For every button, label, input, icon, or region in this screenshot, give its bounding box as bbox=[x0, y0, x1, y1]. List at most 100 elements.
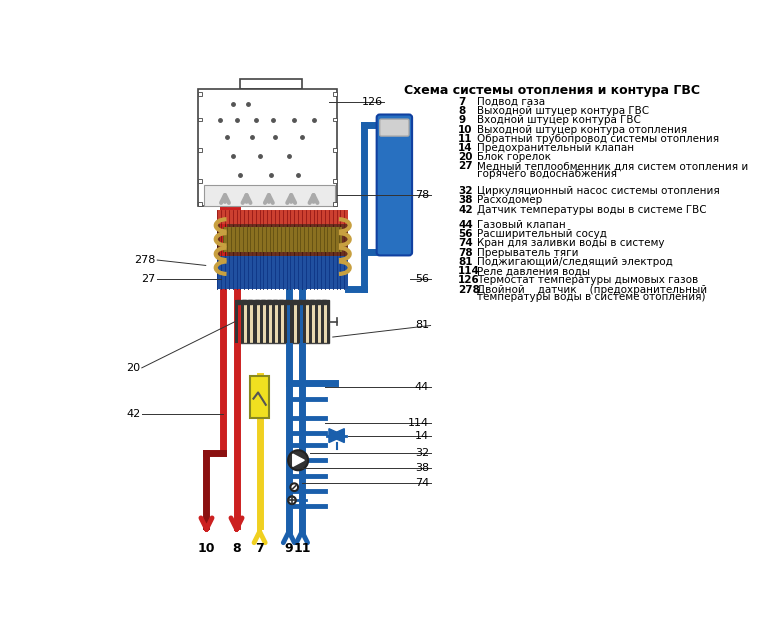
Bar bbox=[333, 203, 336, 206]
Text: 74: 74 bbox=[415, 478, 429, 488]
Text: 9: 9 bbox=[458, 115, 465, 125]
Bar bbox=[333, 118, 336, 122]
Text: 114: 114 bbox=[458, 266, 480, 277]
Text: Датчик температуры воды в системе ГВС: Датчик температуры воды в системе ГВС bbox=[477, 204, 707, 214]
Bar bbox=[253, 300, 257, 343]
Text: Медный теплообменник для систем отопления и: Медный теплообменник для систем отоплени… bbox=[477, 162, 748, 171]
Text: Выходной штуцер контура ГВС: Выходной штуцер контура ГВС bbox=[477, 106, 649, 116]
Text: Циркуляционный насос системы отопления: Циркуляционный насос системы отопления bbox=[477, 186, 720, 196]
Text: 14: 14 bbox=[458, 143, 473, 153]
Text: горячего водоснабжения: горячего водоснабжения bbox=[477, 169, 617, 179]
Text: 114: 114 bbox=[408, 418, 429, 428]
Text: 42: 42 bbox=[458, 204, 473, 214]
Bar bbox=[198, 149, 202, 152]
Bar bbox=[241, 300, 244, 343]
Text: Расширительный сосуд: Расширительный сосуд bbox=[477, 229, 607, 240]
Polygon shape bbox=[329, 429, 344, 443]
Bar bbox=[198, 89, 336, 206]
Text: 44: 44 bbox=[415, 382, 429, 392]
Text: 126: 126 bbox=[458, 275, 480, 285]
Bar bbox=[321, 300, 324, 343]
Bar bbox=[235, 300, 329, 343]
Circle shape bbox=[290, 483, 298, 491]
Bar bbox=[272, 300, 275, 343]
Bar bbox=[278, 300, 281, 343]
FancyBboxPatch shape bbox=[376, 115, 412, 255]
Text: Газовый клапан: Газовый клапан bbox=[477, 220, 565, 230]
Text: 78: 78 bbox=[458, 248, 473, 258]
Text: 78: 78 bbox=[415, 189, 429, 199]
Text: 27: 27 bbox=[141, 274, 156, 284]
Bar bbox=[303, 300, 306, 343]
Text: 9: 9 bbox=[285, 542, 293, 556]
Polygon shape bbox=[329, 429, 344, 443]
Bar bbox=[266, 300, 269, 343]
Text: 278: 278 bbox=[134, 255, 156, 265]
Text: 38: 38 bbox=[458, 196, 473, 206]
Text: температуры воды в системе отопления): температуры воды в системе отопления) bbox=[477, 292, 705, 302]
Text: 8: 8 bbox=[458, 106, 465, 116]
Text: 8: 8 bbox=[232, 542, 241, 556]
Circle shape bbox=[288, 450, 308, 470]
Text: 10: 10 bbox=[458, 125, 473, 135]
Text: 20: 20 bbox=[126, 363, 141, 373]
Bar bbox=[296, 300, 300, 343]
Polygon shape bbox=[293, 454, 304, 466]
Text: Прерыватель тяги: Прерыватель тяги bbox=[477, 248, 578, 258]
Bar bbox=[333, 92, 336, 96]
Text: Входной штуцер контура ГВС: Входной штуцер контура ГВС bbox=[477, 115, 641, 125]
Text: 81: 81 bbox=[415, 320, 429, 330]
Text: Подвод газа: Подвод газа bbox=[477, 97, 545, 107]
Bar bbox=[315, 300, 318, 343]
Bar bbox=[250, 376, 269, 418]
Bar bbox=[223, 227, 342, 252]
Bar bbox=[333, 179, 336, 183]
Text: 11: 11 bbox=[293, 542, 311, 556]
Text: Схема системы отопления и контура ГВС: Схема системы отопления и контура ГВС bbox=[404, 85, 700, 97]
Bar bbox=[333, 149, 336, 152]
Bar bbox=[260, 300, 263, 343]
Bar bbox=[198, 118, 202, 122]
Text: Кран для заливки воды в систему: Кран для заливки воды в систему bbox=[477, 238, 664, 248]
Text: Выходной штуцер контура отопления: Выходной штуцер контура отопления bbox=[477, 125, 687, 135]
Text: 11: 11 bbox=[458, 134, 473, 144]
Bar bbox=[217, 256, 348, 289]
Bar bbox=[290, 300, 293, 343]
Bar bbox=[284, 300, 287, 343]
Bar bbox=[309, 300, 312, 343]
Bar bbox=[217, 210, 348, 289]
Bar bbox=[217, 210, 348, 224]
Circle shape bbox=[288, 497, 296, 504]
Text: Двойной    датчик    (предохранительный: Двойной датчик (предохранительный bbox=[477, 285, 707, 295]
Text: Обратный трубопровод системы отопления: Обратный трубопровод системы отопления bbox=[477, 134, 719, 144]
Text: 32: 32 bbox=[458, 186, 473, 196]
Bar bbox=[204, 186, 335, 206]
Text: 56: 56 bbox=[415, 274, 429, 284]
Text: 14: 14 bbox=[415, 431, 429, 441]
Text: Предохранительный клапан: Предохранительный клапан bbox=[477, 143, 634, 153]
Text: 7: 7 bbox=[255, 542, 264, 556]
Text: 278: 278 bbox=[458, 285, 480, 295]
Text: 10: 10 bbox=[197, 542, 215, 556]
Text: 42: 42 bbox=[126, 409, 141, 419]
Text: 32: 32 bbox=[415, 448, 429, 458]
Bar bbox=[235, 300, 238, 343]
Text: Блок горелок: Блок горелок bbox=[477, 152, 551, 162]
Text: 7: 7 bbox=[458, 97, 465, 107]
Bar bbox=[327, 300, 330, 343]
Text: Реле давления воды: Реле давления воды bbox=[477, 266, 590, 277]
Text: 81: 81 bbox=[458, 257, 473, 267]
Text: 38: 38 bbox=[415, 463, 429, 473]
Text: 27: 27 bbox=[458, 162, 473, 171]
FancyBboxPatch shape bbox=[379, 119, 409, 136]
Text: Термостат температуры дымовых газов: Термостат температуры дымовых газов bbox=[477, 275, 698, 285]
Text: 20: 20 bbox=[458, 152, 473, 162]
Bar bbox=[198, 179, 202, 183]
Text: Расходомер: Расходомер bbox=[477, 196, 542, 206]
Text: Поджигающий/следящий электрод: Поджигающий/следящий электрод bbox=[477, 257, 673, 267]
Text: 44: 44 bbox=[458, 220, 473, 230]
Bar bbox=[247, 300, 250, 343]
Text: 74: 74 bbox=[458, 238, 473, 248]
Bar bbox=[198, 203, 202, 206]
Text: 56: 56 bbox=[458, 229, 473, 240]
